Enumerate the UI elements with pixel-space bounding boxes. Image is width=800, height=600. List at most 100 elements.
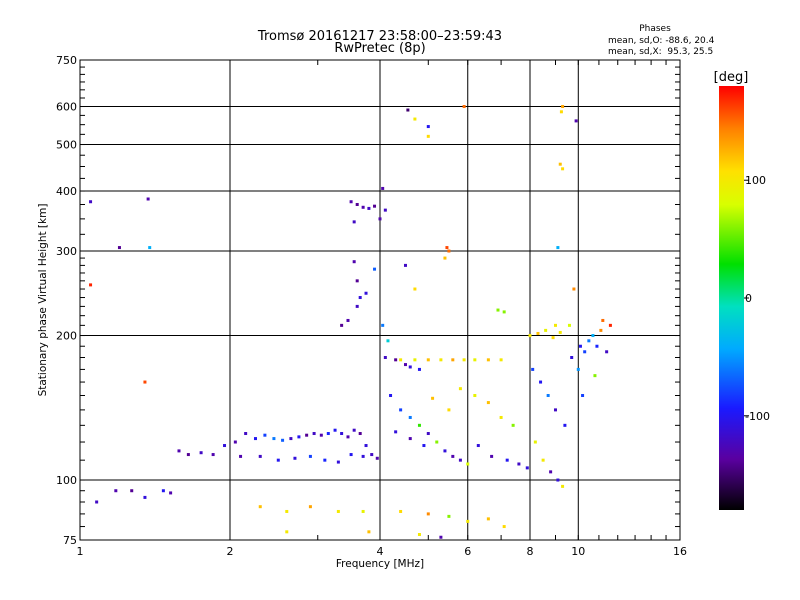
data-point [417, 367, 421, 371]
data-point [447, 249, 451, 253]
data-point [297, 435, 301, 439]
data-point [563, 423, 567, 427]
data-point [389, 394, 393, 398]
data-point [413, 117, 417, 121]
data-point [408, 365, 412, 369]
data-point [211, 453, 215, 457]
phases-title: Phases [639, 24, 671, 34]
data-point [462, 105, 466, 109]
data-point [451, 358, 455, 362]
data-point [346, 318, 350, 322]
data-point [572, 287, 576, 291]
data-point [417, 533, 421, 537]
data-point [587, 339, 591, 343]
data-point [186, 453, 190, 457]
data-point [576, 367, 580, 371]
grid-lines [80, 60, 680, 540]
data-point [370, 453, 374, 457]
data-point [439, 535, 443, 539]
data-point [367, 206, 371, 210]
data-point [381, 323, 385, 327]
data-point [408, 415, 412, 419]
data-point [426, 512, 430, 516]
chart-title: Tromsø 20161217 23:58:00–23:59:43 [257, 29, 502, 44]
y-tick-label: 750 [56, 54, 77, 67]
data-point [383, 355, 387, 359]
colorbar-tick-label: -100 [745, 410, 770, 423]
data-point [544, 328, 548, 332]
y-axis-label: Stationary phase Virtual Height [km] [37, 204, 49, 397]
y-tick-label: 200 [56, 330, 77, 343]
x-tick-label: 6 [464, 545, 471, 558]
data-point [386, 339, 390, 343]
data-point [367, 530, 371, 534]
data-point [308, 505, 312, 509]
data-point [349, 200, 353, 204]
data-point [258, 454, 262, 458]
axis-ticks: 1 2 4 6 8 10 16 75 100 200 300 400 500 600 750 [56, 54, 687, 558]
data-point [258, 505, 262, 509]
data-point [244, 432, 248, 436]
data-point [333, 428, 337, 432]
data-point [431, 396, 435, 400]
data-point [556, 246, 560, 250]
data-point [130, 489, 134, 493]
data-point [378, 217, 382, 221]
data-point [143, 380, 147, 384]
data-point [601, 318, 605, 322]
data-point [349, 453, 353, 457]
data-point [473, 358, 477, 362]
data-point [403, 263, 407, 267]
data-point [285, 509, 289, 513]
colorbar-label: [deg] [714, 70, 749, 85]
data-point [517, 462, 521, 466]
data-point [426, 432, 430, 436]
data-point [496, 308, 500, 312]
data-point [399, 509, 403, 513]
data-point [361, 509, 365, 513]
data-point [578, 344, 582, 348]
data-point [499, 358, 503, 362]
data-point [511, 423, 515, 427]
data-point [358, 432, 362, 436]
data-point [561, 167, 565, 171]
x-tick-label: 4 [377, 545, 384, 558]
data-point [443, 256, 447, 260]
x-tick-label: 1 [77, 545, 84, 558]
data-point [308, 454, 312, 458]
data-point [599, 328, 603, 332]
data-point [502, 525, 506, 529]
data-point [462, 358, 466, 362]
data-point [394, 358, 398, 362]
data-point [458, 458, 462, 462]
data-point [595, 344, 599, 348]
data-point [361, 205, 365, 209]
x-tick-label: 8 [527, 545, 534, 558]
data-point [486, 401, 490, 405]
data-point [413, 358, 417, 362]
data-point [541, 458, 545, 462]
data-point [551, 336, 555, 340]
data-point [355, 202, 359, 206]
data-point [413, 287, 417, 291]
colorbar-tick-label: 100 [745, 174, 766, 187]
data-point [358, 296, 362, 300]
x-axis-label: Frequency [MHz] [336, 558, 424, 570]
data-point [486, 517, 490, 521]
data-point [490, 454, 494, 458]
data-point [435, 440, 439, 444]
data-point [451, 454, 455, 458]
data-point [114, 489, 118, 493]
phases-line-o: mean, sd,O: -88.6, 20.4 [608, 36, 715, 46]
data-point [570, 355, 574, 359]
data-point [336, 509, 340, 513]
data-point [361, 454, 365, 458]
data-point [561, 484, 565, 488]
data-point [399, 408, 403, 412]
data-point [169, 491, 173, 495]
data-point [355, 279, 359, 283]
data-point [199, 451, 203, 455]
data-point [352, 260, 356, 264]
data-point [439, 358, 443, 362]
data-point [447, 514, 451, 518]
